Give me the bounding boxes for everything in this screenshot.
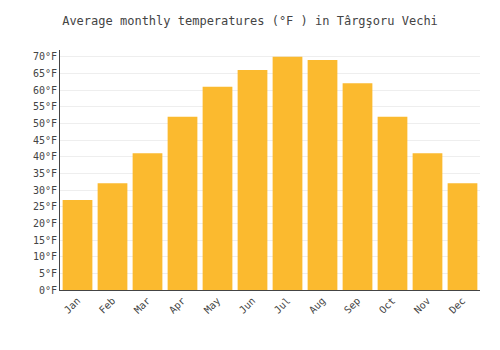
svg-text:Jun: Jun: [237, 295, 258, 316]
svg-text:Apr: Apr: [167, 295, 188, 316]
svg-text:Dec: Dec: [447, 295, 468, 316]
svg-text:35°F: 35°F: [33, 168, 57, 179]
svg-text:45°F: 45°F: [33, 135, 57, 146]
svg-text:65°F: 65°F: [33, 68, 57, 79]
svg-text:70°F: 70°F: [33, 51, 57, 62]
svg-text:Sep: Sep: [342, 295, 363, 316]
svg-text:30°F: 30°F: [33, 185, 57, 196]
svg-text:15°F: 15°F: [33, 235, 57, 246]
svg-text:Nov: Nov: [412, 295, 433, 316]
svg-text:Oct: Oct: [377, 295, 398, 316]
svg-text:55°F: 55°F: [33, 101, 57, 112]
svg-text:Jul: Jul: [272, 295, 293, 316]
svg-text:Feb: Feb: [97, 295, 118, 316]
svg-text:Average monthly temperatures (: Average monthly temperatures (°F ) in Tâ…: [62, 14, 438, 28]
svg-text:Aug: Aug: [307, 295, 328, 316]
svg-text:60°F: 60°F: [33, 85, 57, 96]
svg-text:40°F: 40°F: [33, 151, 57, 162]
svg-text:20°F: 20°F: [33, 218, 57, 229]
svg-text:10°F: 10°F: [33, 251, 57, 262]
svg-text:50°F: 50°F: [33, 118, 57, 129]
svg-text:25°F: 25°F: [33, 201, 57, 212]
svg-text:May: May: [202, 295, 223, 316]
svg-text:5°F: 5°F: [39, 268, 57, 279]
svg-text:0°F: 0°F: [39, 285, 57, 296]
svg-text:Jan: Jan: [62, 295, 83, 316]
svg-text:Mar: Mar: [132, 295, 153, 316]
